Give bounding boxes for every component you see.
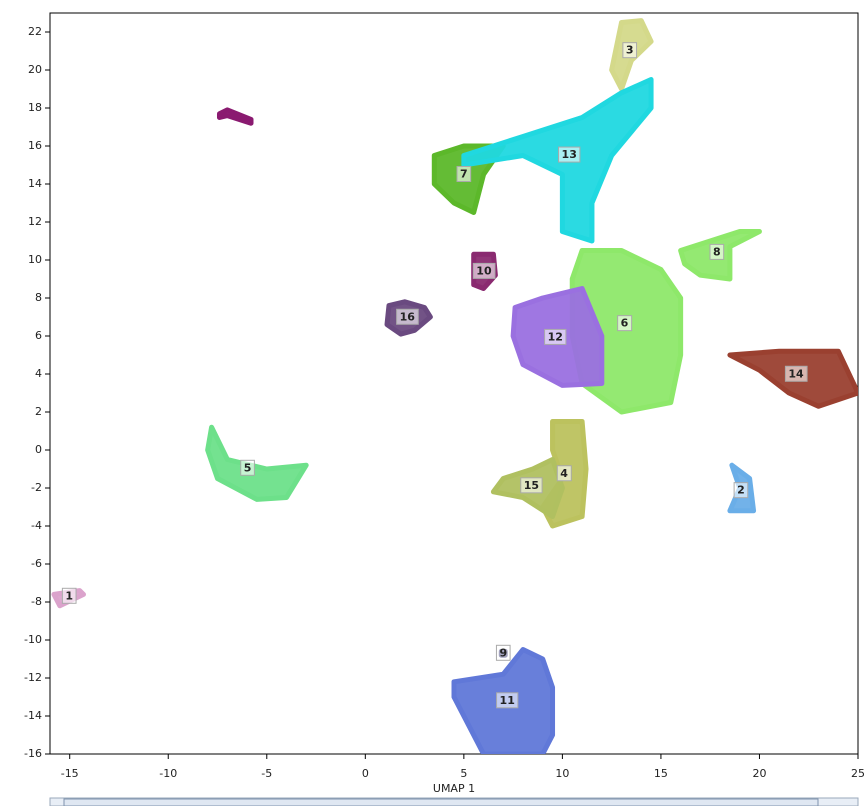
cluster (461, 77, 654, 244)
cluster-label-box (240, 459, 255, 476)
y-tick-label: 16 (28, 139, 42, 152)
cluster-label-box (622, 42, 638, 59)
y-tick-label: 20 (28, 63, 42, 76)
x-tick-label: 5 (460, 767, 467, 780)
scrollbar-thumb[interactable] (63, 798, 819, 807)
y-tick-label: 0 (35, 443, 42, 456)
y-tick-label: -2 (31, 481, 42, 494)
cluster-label-box (520, 477, 543, 494)
cluster-label: 10 (476, 264, 492, 277)
cluster-label-box (61, 587, 77, 604)
cluster-label: 6 (621, 317, 629, 330)
plot-frame (49, 12, 859, 755)
cluster-label-box (558, 146, 581, 163)
cluster (216, 107, 254, 126)
cluster-label: 4 (560, 467, 568, 480)
plot (51, 18, 858, 754)
cluster-label: 13 (562, 148, 577, 161)
x-tick-label: 10 (555, 767, 569, 780)
cluster-label: 12 (548, 330, 563, 343)
cluster-label: 14 (788, 367, 804, 380)
y-tick-label: -14 (24, 709, 42, 722)
cluster-label: 1 (65, 589, 73, 602)
cluster-label-box (396, 308, 419, 325)
cluster-label-box (784, 365, 808, 382)
x-tick-label: -5 (261, 767, 272, 780)
cluster-label-box (544, 328, 567, 345)
cluster-label-box (709, 243, 725, 260)
cluster-label-box (617, 315, 633, 332)
x-axis-label: UMAP 1 (433, 782, 475, 795)
y-tick-label: -16 (24, 747, 42, 760)
cluster-label-box (456, 166, 472, 182)
cluster-label: 8 (713, 245, 721, 258)
cluster-label: 5 (244, 461, 252, 474)
y-tick-label: 22 (28, 25, 42, 38)
y-tick-label: 6 (35, 329, 42, 342)
y-tick-label: -10 (24, 633, 42, 646)
cluster-label: 3 (626, 44, 634, 57)
y-tick-label: 8 (35, 291, 42, 304)
cluster-label: 11 (500, 694, 515, 707)
x-tick-label: -15 (61, 767, 79, 780)
y-tick-label: 4 (35, 367, 42, 380)
x-tick-label: 25 (851, 767, 865, 780)
y-tick-label: -4 (31, 519, 42, 532)
cluster-label-box (495, 644, 511, 661)
cluster-label: 16 (400, 310, 416, 323)
y-tick-label: -6 (31, 557, 42, 570)
cluster-label: 2 (737, 484, 745, 497)
x-tick-label: 20 (752, 767, 766, 780)
y-tick-label: 10 (28, 253, 42, 266)
x-tick-label: 15 (654, 767, 668, 780)
y-tick-label: 18 (28, 101, 42, 114)
cluster-label-box (733, 482, 749, 499)
y-tick-label: -12 (24, 671, 42, 684)
y-tick-label: -8 (31, 595, 42, 608)
cluster-label: 9 (499, 646, 507, 659)
y-tick-label: 12 (28, 215, 42, 228)
y-tick-label: 14 (28, 177, 42, 190)
cluster-label-box (556, 465, 572, 482)
x-tick-label: 0 (362, 767, 369, 780)
cluster-label-box (496, 692, 519, 709)
cluster-label-box (472, 262, 496, 279)
cluster-label: 7 (460, 168, 468, 181)
x-tick-label: -10 (159, 767, 177, 780)
cluster-label: 15 (524, 479, 539, 492)
y-tick-label: 2 (35, 405, 42, 418)
